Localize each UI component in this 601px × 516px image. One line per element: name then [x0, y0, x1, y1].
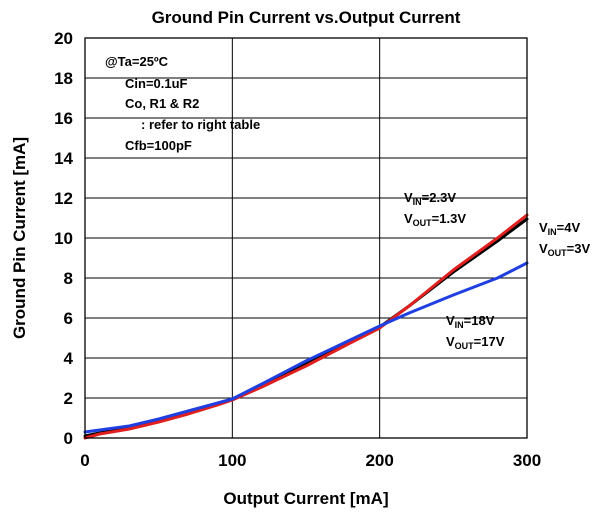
- series-label: VIN=2.3V: [404, 190, 456, 207]
- y-tick-label: 4: [64, 349, 74, 368]
- chart-title: Ground Pin Current vs.Output Current: [152, 8, 461, 27]
- y-tick-label: 12: [54, 189, 73, 208]
- x-axis-label: Output Current [mA]: [223, 489, 388, 508]
- series-label: VOUT=3V: [539, 241, 590, 258]
- y-tick-label: 6: [64, 309, 73, 328]
- x-tick-label: 100: [218, 451, 246, 470]
- x-tick-label: 300: [513, 451, 541, 470]
- y-tick-label: 8: [64, 269, 73, 288]
- condition-line: @Ta=25ºC: [105, 54, 169, 69]
- series-group: [83, 213, 529, 440]
- y-tick-label: 18: [54, 69, 73, 88]
- condition-line: Cin=0.1uF: [125, 76, 188, 91]
- series-label: VOUT=1.3V: [404, 211, 466, 228]
- series-line: [83, 261, 529, 434]
- condition-line: Co, R1 & R2: [125, 96, 199, 111]
- x-tick-label: 0: [80, 451, 89, 470]
- y-axis-label: Ground Pin Current [mA]: [10, 137, 29, 339]
- series-label: VOUT=17V: [446, 334, 505, 351]
- y-tick-label: 2: [64, 389, 73, 408]
- y-tick-label: 16: [54, 109, 73, 128]
- conditions-note: @Ta=25ºC Cin=0.1uF Co, R1 & R2 : refer to r…: [105, 54, 260, 153]
- condition-line: : refer to right table: [141, 117, 260, 132]
- plot-frame: [84, 37, 528, 439]
- series-annotations: VIN=4V VOUT=3V VIN=2.3V VOUT=1.3V VIN=18V VOU…: [404, 190, 590, 351]
- y-tick-label: 20: [54, 29, 73, 48]
- series-label: VIN=18V: [446, 313, 495, 330]
- y-tick-label: 14: [54, 149, 73, 168]
- y-tick-label: 0: [64, 429, 73, 448]
- x-tick-label: 200: [365, 451, 393, 470]
- condition-line: Cfb=100pF: [125, 138, 192, 153]
- y-tick-label: 10: [54, 229, 73, 248]
- series-label: VIN=4V: [539, 220, 580, 237]
- series-line: [83, 213, 529, 440]
